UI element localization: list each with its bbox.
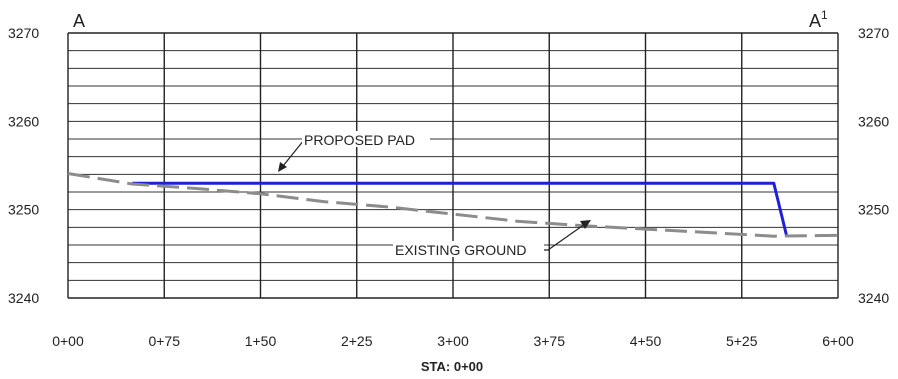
labels: A A1 STA: 0+00 [73, 8, 828, 374]
y-tick-label-right: 3270 [858, 25, 889, 41]
existing-ground-line [67, 172, 839, 238]
existing-leader-arrow [580, 220, 591, 229]
x-tick-label: 6+00 [822, 333, 854, 349]
x-tick-label: 4+50 [630, 333, 662, 349]
y-tick-label-right: 3260 [858, 113, 889, 129]
callouts: PROPOSED PAD EXISTING GROUND [278, 131, 591, 258]
series-layer [67, 172, 839, 238]
x-tick-label: 5+25 [726, 333, 758, 349]
x-tick-label: 2+25 [341, 333, 373, 349]
y-tick-label-left: 3260 [8, 113, 39, 129]
y-tick-label-left: 3240 [8, 290, 39, 306]
proposed-pad-label: PROPOSED PAD [304, 132, 415, 148]
x-tick-label: 3+75 [533, 333, 565, 349]
y-tick-label-right: 3240 [858, 290, 889, 306]
grid: 0+00 0+75 1+50 2+25 3+00 3+75 4+50 5+25 6+00 3240… [8, 25, 889, 349]
x-tick-label: 0+75 [148, 333, 180, 349]
section-end-label: A1 [809, 8, 828, 31]
x-tick-label: 3+00 [437, 333, 469, 349]
proposed-pad-line [132, 181, 789, 237]
y-tick-label-left: 3270 [8, 25, 39, 41]
x-tick-label: 1+50 [245, 333, 277, 349]
existing-ground-label: EXISTING GROUND [395, 242, 526, 258]
y-tick-label-right: 3250 [858, 202, 889, 218]
x-axis-title: STA: 0+00 [421, 359, 483, 374]
section-start-label: A [73, 11, 85, 31]
proposed-leader-arrow [278, 162, 287, 172]
y-tick-label-left: 3250 [8, 202, 39, 218]
x-tick-label: 0+00 [52, 333, 84, 349]
section-end-superscript: 1 [821, 8, 828, 22]
